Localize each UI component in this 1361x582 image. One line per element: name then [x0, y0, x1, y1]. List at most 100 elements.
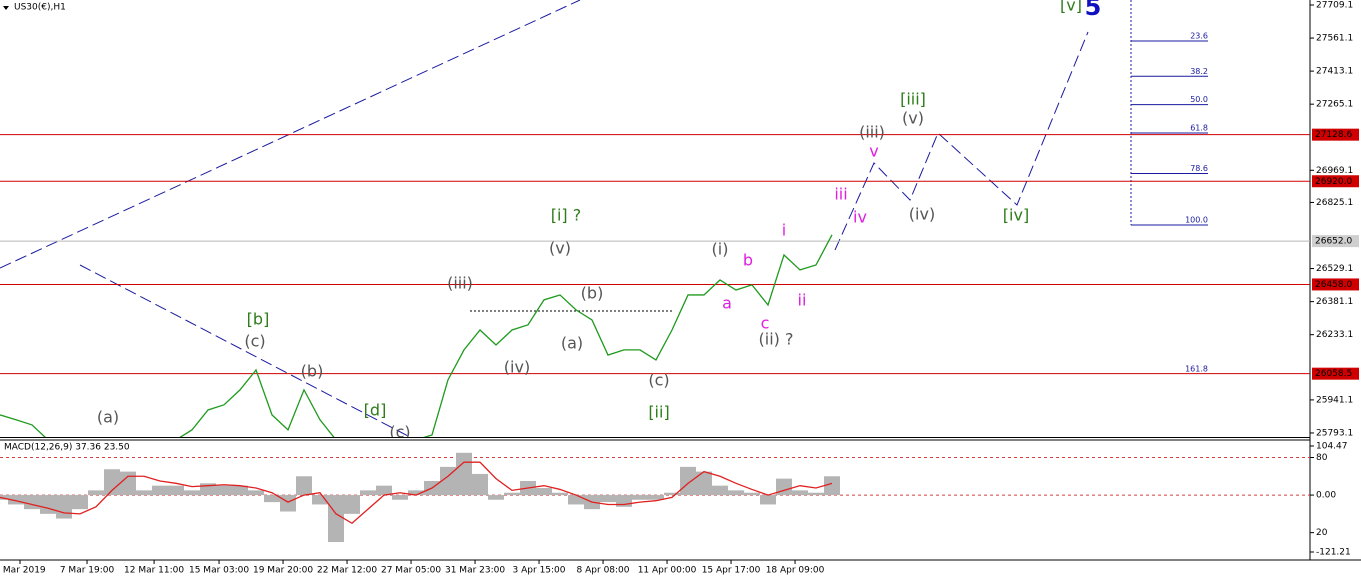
histogram-bar	[0, 495, 8, 500]
wave-label: (v)	[902, 109, 924, 128]
wave-label: [ii]	[648, 403, 669, 422]
y-tick-label: 27561.1	[1316, 34, 1353, 44]
wave-label: (ii) ?	[759, 330, 794, 349]
y-tick-label: 104.47	[1316, 442, 1348, 452]
level-label-box	[1312, 278, 1359, 291]
wave-label: [v]	[1060, 0, 1082, 15]
y-tick-label: 26969.1	[1316, 166, 1353, 176]
wave-label: [iv]	[1003, 206, 1029, 225]
level-label: 26920.0	[1315, 177, 1352, 187]
wave-label: v	[869, 142, 878, 161]
histogram-bar	[312, 495, 328, 505]
x-tick-label: 12 Mar 11:00	[124, 566, 184, 576]
x-tick-label: 18 Apr 09:00	[766, 566, 825, 576]
wave-projections	[0, 0, 1089, 437]
histogram-bar	[792, 490, 808, 496]
histogram-bar	[808, 492, 824, 496]
histogram-bar	[24, 495, 40, 510]
fib-label: 50.0	[1190, 95, 1208, 104]
wave-label: (v)	[549, 239, 571, 258]
histogram-bar	[168, 485, 184, 496]
price-panel: (a)[b](c)(b)[d](c)(iii)(iv)[i] ?(v)(b)(a…	[0, 0, 1310, 442]
histogram-bar	[88, 490, 104, 496]
histogram-bar	[824, 476, 840, 496]
y-tick-label: 26233.1	[1316, 330, 1353, 340]
wave-label: [iii]	[900, 90, 926, 109]
histogram-bar	[744, 492, 760, 496]
fib-label: 161.8	[1185, 365, 1208, 374]
wave-label: (c)	[244, 332, 265, 351]
fib-label: 100.0	[1185, 216, 1208, 225]
level-label-box	[1312, 235, 1359, 248]
x-tick-label: 22 Mar 12:00	[317, 566, 377, 576]
wave-label: iv	[853, 208, 867, 227]
wave-label: a	[722, 294, 732, 313]
histogram-bar	[392, 495, 408, 500]
histogram-bar	[8, 495, 24, 505]
wave-label: (b)	[301, 362, 324, 381]
chart-title: US30(€),H1	[14, 3, 66, 13]
wave-label: (i)	[712, 240, 729, 259]
wave-label: i	[782, 221, 786, 240]
histogram-bar	[728, 490, 744, 496]
y-tick-label: 27709.1	[1316, 1, 1353, 11]
histogram-bar	[248, 490, 264, 496]
histogram-bar	[488, 495, 504, 500]
x-tick-label: 15 Mar 03:00	[189, 566, 249, 576]
histogram-bar	[184, 490, 200, 496]
x-tick-label: 5 Mar 2019	[0, 566, 46, 576]
histogram-bar	[152, 485, 168, 496]
histogram-bar	[632, 495, 648, 500]
symbol-menu-icon[interactable]	[3, 6, 9, 10]
histogram-bar	[760, 495, 776, 505]
y-tick-label: 26381.1	[1316, 297, 1353, 307]
histogram-bar	[456, 452, 472, 496]
wave-label: iii	[834, 185, 847, 204]
wave-label: ii	[798, 291, 807, 310]
histogram-bar	[680, 466, 696, 496]
histogram-bar	[200, 483, 216, 496]
indicator-title: MACD(12,26,9) 37.36 23.50	[4, 443, 130, 453]
wave-label: (c)	[389, 423, 410, 442]
histogram-bar	[232, 485, 248, 496]
histogram-bar	[40, 495, 56, 514]
x-tick-label: 8 Apr 08:00	[577, 566, 630, 576]
macd-panel	[0, 452, 1310, 543]
level-label-box	[1312, 367, 1359, 380]
fib-label: 23.6	[1190, 31, 1208, 40]
trend-line	[0, 0, 581, 269]
histogram-bar	[72, 495, 88, 510]
x-tick-label: 3 Apr 15:00	[513, 566, 566, 576]
price-line	[0, 234, 833, 437]
x-tick-label: 27 Mar 05:00	[381, 566, 441, 576]
fib-label: 78.6	[1190, 164, 1208, 173]
histogram-bar	[472, 473, 488, 496]
histogram-bar	[56, 495, 72, 519]
histogram-bar	[136, 490, 152, 496]
level-label-box	[1312, 175, 1359, 188]
histogram-bar	[328, 495, 344, 543]
histogram-bar	[296, 476, 312, 496]
x-tick-label: 15 Apr 17:00	[702, 566, 761, 576]
histogram-bar	[696, 471, 712, 496]
histogram-bar	[712, 485, 728, 496]
level-label: 26458.0	[1315, 280, 1352, 290]
trend-line	[79, 264, 411, 437]
histogram-bar	[616, 495, 632, 507]
wave-label: (c)	[648, 371, 669, 390]
histogram-bar	[280, 495, 296, 512]
histogram-bar	[104, 469, 120, 496]
wave-label: [b]	[247, 310, 270, 329]
wave-label: (iii)	[447, 274, 473, 293]
level-label-box	[1312, 128, 1359, 141]
projection-path	[834, 31, 1089, 251]
wave-label: [d]	[364, 401, 387, 420]
y-tick-label: -121.21	[1316, 548, 1351, 558]
wave-label: (b)	[581, 284, 604, 303]
fib-label: 38.2	[1190, 67, 1208, 76]
histogram-bar	[376, 485, 392, 496]
wave-label: (iii)	[859, 123, 885, 142]
y-tick-label: 25941.1	[1316, 395, 1353, 405]
wave-label: (iv)	[909, 205, 935, 224]
histogram-bar	[568, 495, 584, 505]
